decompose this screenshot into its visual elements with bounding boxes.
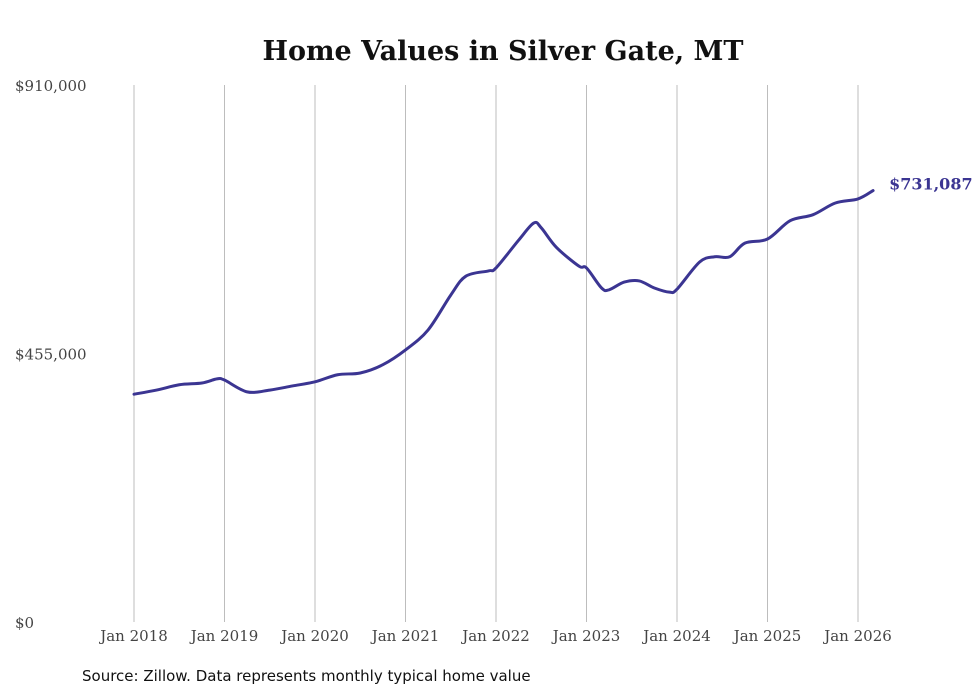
series-line	[132, 189, 875, 396]
source-note: Source: Zillow. Data represents monthly …	[82, 667, 531, 685]
x-tick-label: Jan 2025	[732, 627, 802, 645]
x-tick-label: Jan 2026	[822, 627, 892, 645]
y-tick-label: $455,000	[15, 346, 87, 364]
x-tick-label: Jan 2019	[189, 627, 259, 645]
x-tick-label: Jan 2023	[551, 627, 621, 645]
chart-title: Home Values in Silver Gate, MT	[262, 36, 743, 67]
end-value-label: $731,087	[889, 175, 973, 194]
x-tick-label: Jan 2020	[279, 627, 349, 645]
y-tick-label: $910,000	[15, 77, 87, 95]
x-tick-label: Jan 2024	[641, 627, 711, 645]
x-tick-label: Jan 2018	[98, 627, 168, 645]
y-tick-label: $0	[15, 614, 34, 632]
x-tick-label: Jan 2022	[460, 627, 530, 645]
x-tick-label: Jan 2021	[370, 627, 440, 645]
